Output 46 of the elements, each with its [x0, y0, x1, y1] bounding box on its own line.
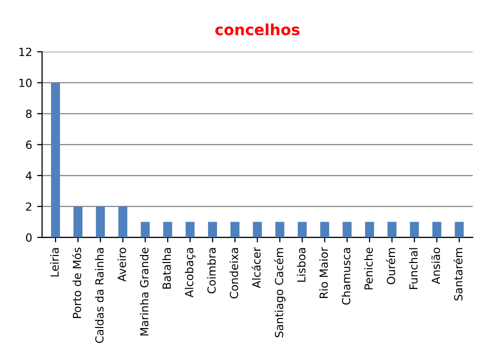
x-tick-label: Batalha: [162, 248, 171, 289]
x-tick-label: Porto de Mós: [72, 248, 82, 318]
y-tick-label: 8: [26, 110, 32, 118]
x-tick-label: Rio Maior: [319, 247, 328, 298]
bar: [320, 222, 330, 238]
y-tick-label: 6: [26, 140, 32, 149]
x-tick-label: Leiria: [50, 248, 59, 276]
x-tick-label: Lisboa: [296, 248, 306, 282]
x-tick-label: Peniche: [364, 248, 373, 290]
x-tick-label: Caldas da Rainha: [95, 248, 104, 343]
x-tick-label: Alcobaça: [184, 248, 196, 298]
x-tick-label: Santiago Cacém: [274, 248, 286, 338]
bar: [298, 222, 307, 238]
x-tick-label: Ourém: [386, 248, 396, 284]
chart-title: concelhos: [215, 23, 300, 36]
x-tick-label: Coimbra: [207, 248, 216, 294]
bar: [208, 222, 218, 238]
bar: [230, 222, 240, 238]
bar: [365, 222, 374, 238]
y-tick-label: 4: [26, 172, 32, 180]
bar: [387, 222, 396, 238]
bar: [163, 222, 172, 238]
x-tick-label: Funchal: [409, 248, 418, 289]
bar: [118, 206, 128, 238]
x-tick-label: Marinha Grande: [140, 248, 148, 336]
bar: [342, 222, 352, 238]
bar: [275, 222, 284, 238]
y-tick-label: 2: [26, 202, 32, 211]
x-tick-label: Condeixa: [230, 248, 238, 298]
x-tick-label: Chamusca: [342, 248, 350, 305]
bar: [252, 222, 262, 238]
bar: [186, 222, 195, 238]
bar: [454, 222, 464, 238]
x-tick-label: Ansião: [431, 248, 440, 284]
x-tick-label: Aveiro: [117, 248, 126, 282]
bar: [96, 206, 105, 238]
y-tick-label: 0: [26, 233, 32, 242]
bar: [432, 222, 442, 238]
bar: [140, 222, 150, 238]
bar: [410, 222, 419, 238]
x-tick-label: Santarém: [453, 248, 462, 300]
bar: [51, 82, 60, 238]
y-tick-label: 10: [19, 78, 32, 88]
bar: [73, 206, 82, 238]
x-tick-label: Alcácer: [252, 247, 261, 288]
y-tick-label: 12: [19, 48, 32, 56]
